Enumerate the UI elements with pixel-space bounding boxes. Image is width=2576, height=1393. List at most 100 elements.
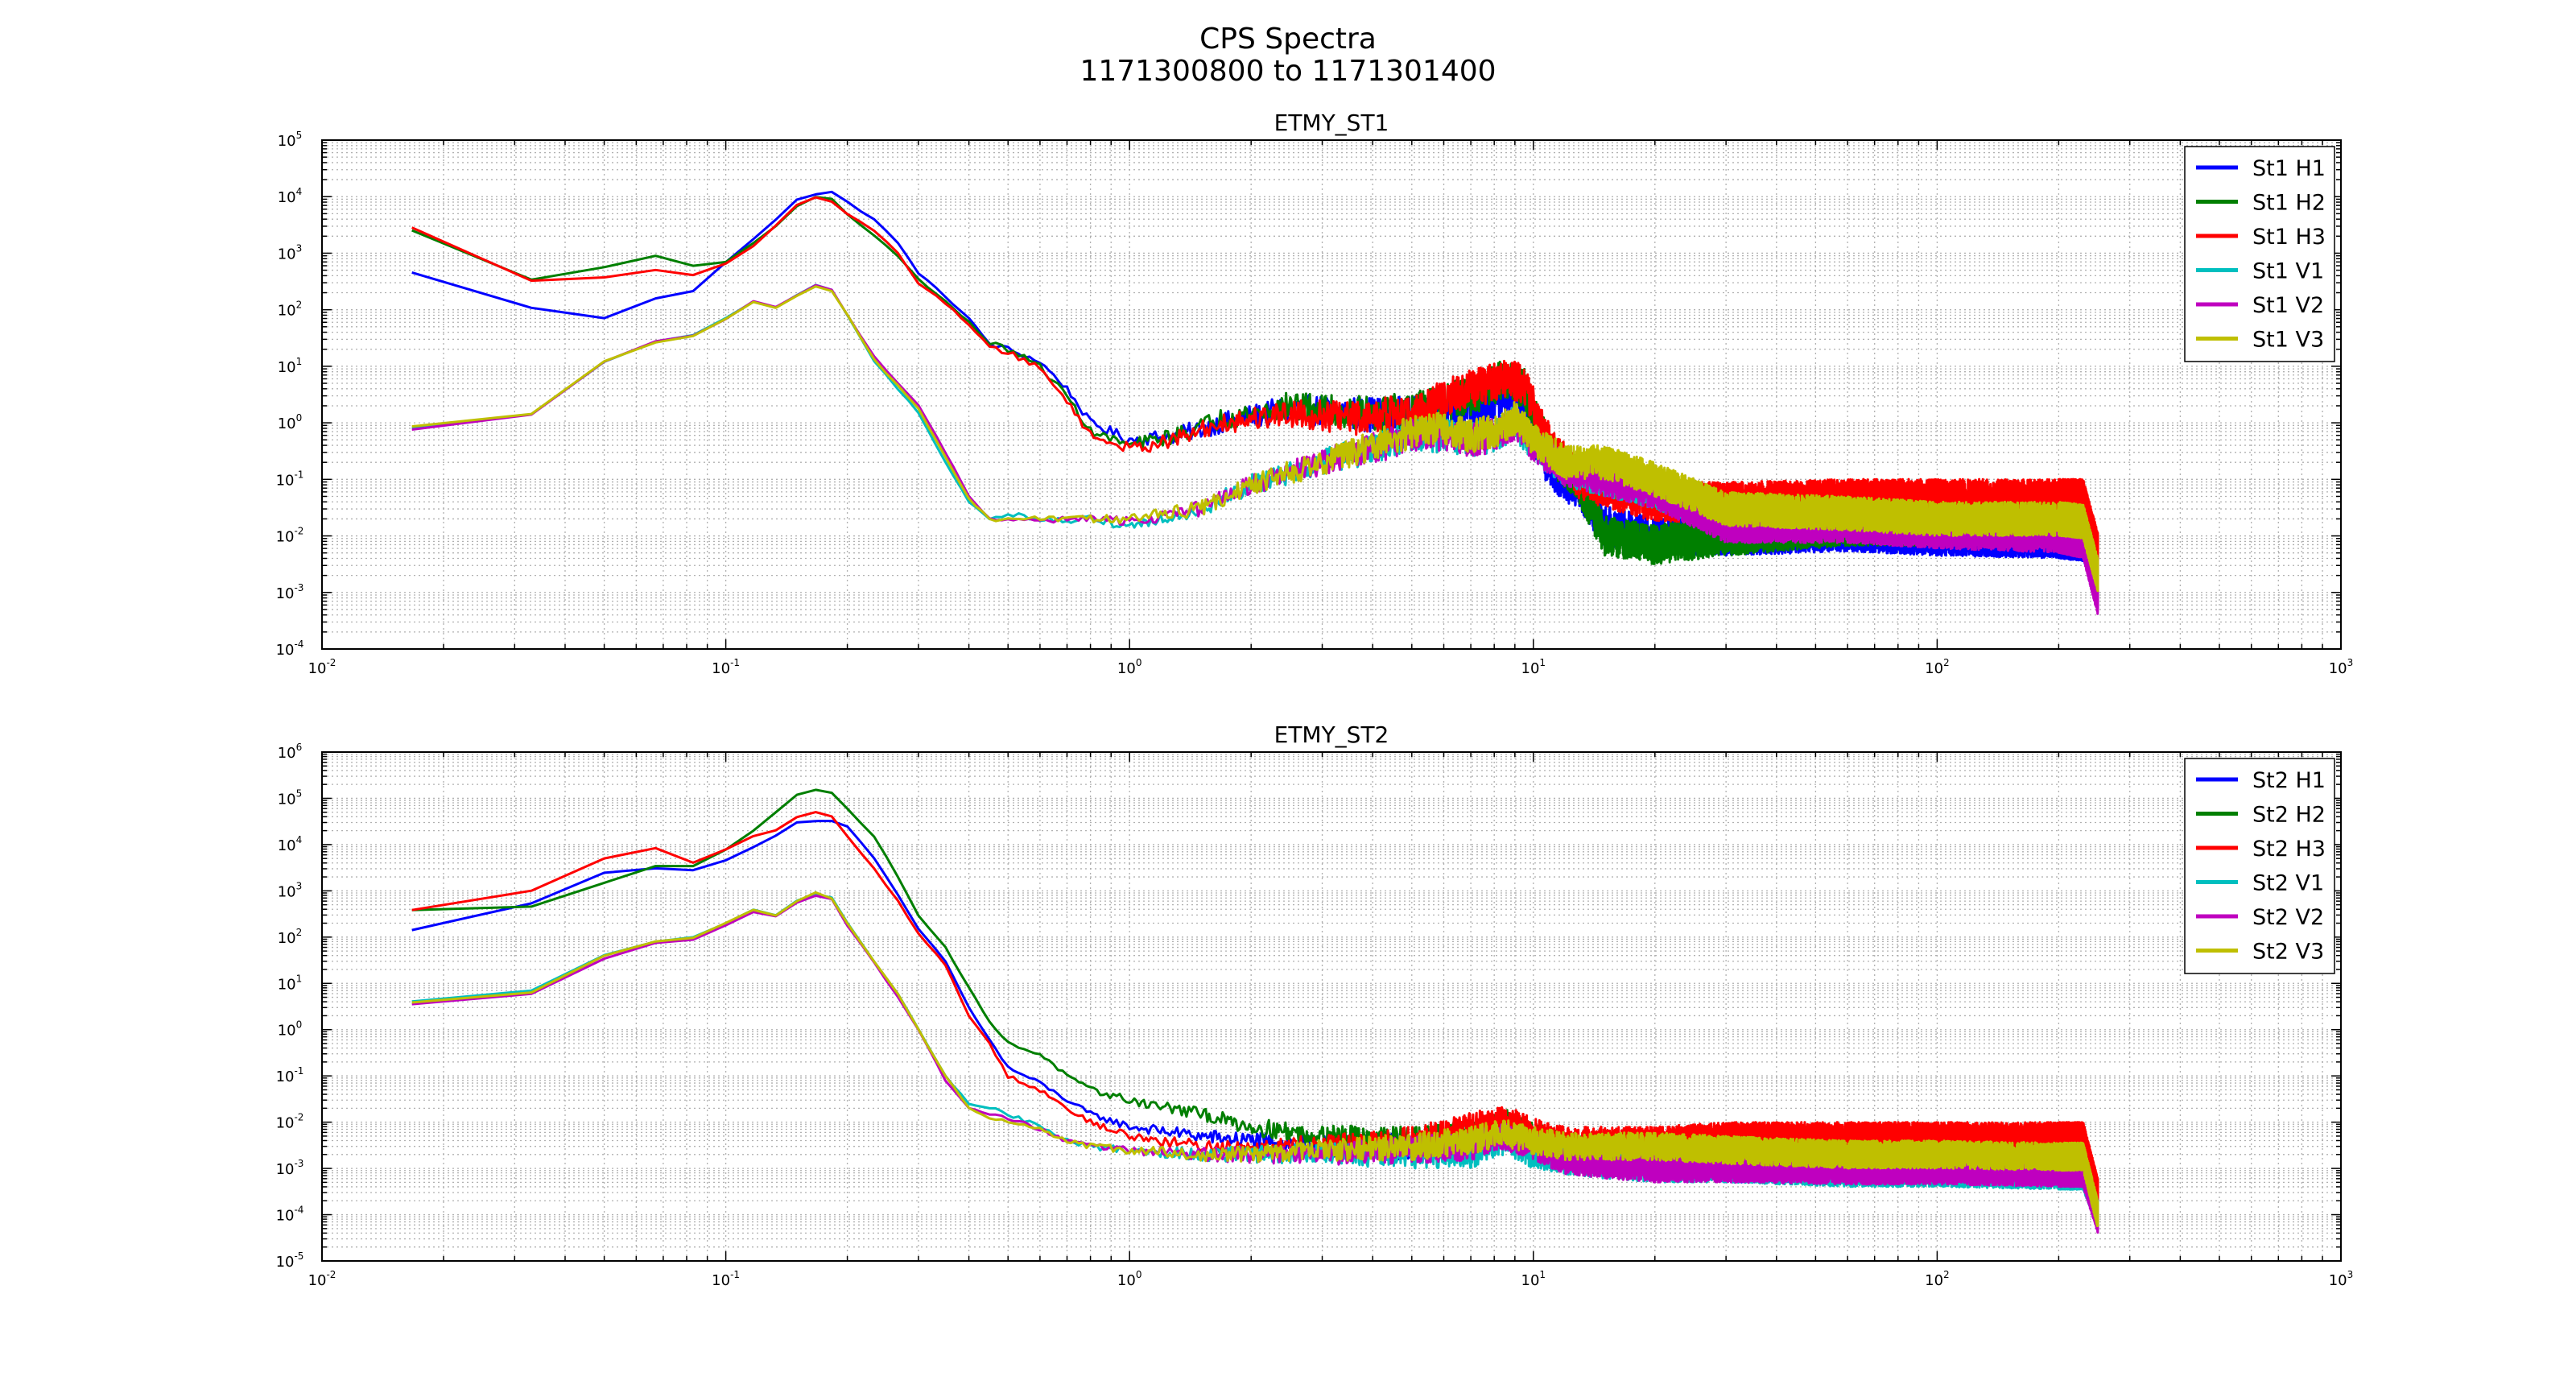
x-tick-label: 102 — [1925, 1269, 1950, 1289]
y-tick-label-base: 10 — [278, 1023, 296, 1040]
x-tick-label: 10-2 — [308, 657, 336, 677]
x-tick-label: 101 — [1521, 657, 1546, 677]
x-tick-label-base: 10 — [1521, 1272, 1540, 1289]
x-tick-label-exp: 2 — [1943, 657, 1950, 668]
x-tick-label-base: 10 — [308, 660, 327, 677]
x-tick-label: 10-1 — [712, 1269, 740, 1289]
y-tick-label-exp: 5 — [296, 130, 303, 141]
y-tick-label: 104 — [278, 186, 303, 206]
y-tick-label-base: 10 — [278, 415, 296, 432]
legend-label: St1 H3 — [2252, 225, 2326, 250]
x-tick-label: 102 — [1925, 657, 1950, 677]
y-tick-label-base: 10 — [278, 246, 296, 262]
y-tick-label: 10-1 — [276, 469, 304, 489]
legend-label: St1 V1 — [2252, 259, 2324, 284]
y-tick-label-exp: -1 — [294, 469, 303, 480]
y-tick-label-base: 10 — [276, 585, 295, 602]
x-tick-label-exp: -1 — [730, 1269, 740, 1280]
x-tick-label-exp: -2 — [326, 1269, 336, 1280]
legend-box — [2184, 758, 2335, 974]
y-tick-label: 105 — [278, 787, 303, 808]
legend-label: St2 H2 — [2252, 803, 2326, 828]
legend-label: St2 V3 — [2252, 940, 2324, 965]
y-tick-label-base: 10 — [276, 642, 295, 659]
x-tick-label-exp: 2 — [1943, 1269, 1950, 1280]
y-tick-label-exp: 2 — [296, 927, 303, 938]
y-tick-label: 10-4 — [276, 1205, 304, 1225]
axes-frame — [321, 751, 2342, 1262]
y-tick-label: 101 — [278, 973, 303, 993]
legend-label: St2 H1 — [2252, 768, 2326, 793]
x-tick-label-base: 10 — [308, 1272, 327, 1289]
x-tick-label-exp: -1 — [730, 657, 740, 668]
y-tick-label: 10-5 — [276, 1250, 304, 1271]
y-tick-label-base: 10 — [276, 1161, 295, 1178]
chart-1: 10-2 10-1 100 101 102 10310-410-310-210-11001… — [276, 110, 2354, 677]
x-tick-label-exp: 3 — [2347, 657, 2354, 668]
y-tick-label-exp: 4 — [296, 834, 303, 845]
x-tick-label-base: 10 — [712, 660, 730, 677]
y-tick-label: 100 — [278, 1019, 303, 1040]
x-tick-label-exp: 1 — [1539, 1269, 1546, 1280]
chart-2: 10-2 10-1 100 101 102 10310-510-410-310-210-1… — [276, 721, 2354, 1289]
y-tick-label: 101 — [278, 356, 303, 376]
y-tick-label-exp: 1 — [296, 356, 303, 367]
y-tick-label-exp: 3 — [296, 242, 303, 254]
legend: St1 H1 St1 H2 St1 H3 St1 V1 St1 V2 St1 V3 — [2184, 146, 2335, 362]
y-tick-label-exp: 4 — [296, 186, 303, 197]
x-tick-label: 101 — [1521, 1269, 1546, 1289]
y-tick-label: 106 — [278, 742, 303, 762]
y-tick-label-base: 10 — [276, 1115, 295, 1132]
y-tick-label-base: 10 — [278, 791, 296, 808]
series-line-st1-v3 — [411, 285, 2099, 593]
y-tick-label-base: 10 — [278, 359, 296, 376]
y-tick-label-exp: 6 — [296, 742, 303, 753]
y-tick-label: 103 — [278, 242, 303, 262]
x-tick-label-base: 10 — [2329, 1272, 2347, 1289]
chart-title: ETMY_ST1 — [1274, 110, 1389, 136]
y-tick-label-base: 10 — [278, 189, 296, 206]
y-tick-label: 100 — [278, 412, 303, 432]
y-tick-label-exp: -3 — [294, 582, 303, 593]
y-tick-label: 103 — [278, 880, 303, 900]
y-tick-label-base: 10 — [278, 883, 296, 900]
y-tick-label: 10-4 — [276, 639, 304, 659]
y-tick-label: 10-3 — [276, 582, 304, 602]
axes-frame — [321, 139, 2342, 650]
y-tick-label-base: 10 — [276, 472, 295, 489]
series-line-st2-v3 — [411, 891, 2099, 1228]
legend-label: St2 H3 — [2252, 837, 2326, 862]
legend-label: St1 H1 — [2252, 156, 2326, 181]
y-tick-label: 105 — [278, 130, 303, 150]
series-line-st1-v2 — [411, 283, 2099, 615]
x-tick-label-base: 10 — [1117, 1272, 1136, 1289]
series-group — [411, 788, 2099, 1234]
y-tick-label-exp: -2 — [294, 1112, 303, 1123]
y-tick-label-base: 10 — [278, 745, 296, 762]
y-tick-label-base: 10 — [276, 1254, 295, 1271]
ticks — [321, 139, 2342, 650]
y-tick-label-base: 10 — [278, 133, 296, 150]
y-tick-label-base: 10 — [278, 976, 296, 993]
x-tick-label-exp: 3 — [2347, 1269, 2354, 1280]
y-tick-label-exp: -4 — [294, 639, 303, 650]
y-tick-label: 104 — [278, 834, 303, 854]
y-tick-label-base: 10 — [276, 1069, 295, 1085]
x-tick-label-base: 10 — [1925, 660, 1943, 677]
x-tick-label: 100 — [1117, 657, 1142, 677]
x-tick-label: 100 — [1117, 1269, 1142, 1289]
x-tick-label-base: 10 — [2329, 660, 2347, 677]
y-tick-label-exp: 2 — [296, 300, 303, 311]
y-tick-label: 10-3 — [276, 1158, 304, 1178]
x-tick-label: 10-1 — [712, 657, 740, 677]
x-tick-label-base: 10 — [1117, 660, 1136, 677]
y-tick-label-exp: -5 — [294, 1250, 303, 1262]
y-tick-label: 10-2 — [276, 526, 304, 546]
y-tick-label-exp: -3 — [294, 1158, 303, 1169]
y-tick-label: 102 — [278, 300, 303, 320]
y-tick-label-base: 10 — [276, 1208, 295, 1225]
y-tick-label: 10-2 — [276, 1112, 304, 1132]
y-tick-label-exp: 5 — [296, 787, 303, 799]
